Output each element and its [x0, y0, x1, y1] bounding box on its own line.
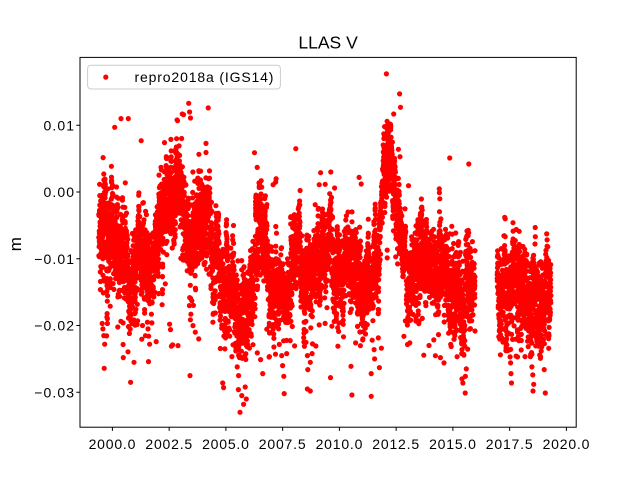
svg-text:2012.5: 2012.5 [372, 436, 420, 452]
svg-text:2015.0: 2015.0 [429, 436, 477, 452]
svg-text:m: m [6, 237, 25, 251]
svg-text:0.00: 0.00 [44, 184, 76, 200]
svg-text:2002.5: 2002.5 [145, 436, 193, 452]
svg-text:0.01: 0.01 [44, 117, 76, 133]
svg-text:−0.01: −0.01 [34, 251, 75, 267]
svg-text:2020.0: 2020.0 [543, 436, 591, 452]
svg-text:2017.5: 2017.5 [486, 436, 534, 452]
svg-text:LLAS V: LLAS V [298, 33, 358, 53]
svg-text:2010.0: 2010.0 [316, 436, 364, 452]
svg-text:2000.0: 2000.0 [89, 436, 137, 452]
svg-text:−0.02: −0.02 [34, 318, 75, 334]
svg-text:−0.03: −0.03 [34, 384, 75, 400]
svg-text:2005.0: 2005.0 [202, 436, 250, 452]
svg-text:repro2018a (IGS14): repro2018a (IGS14) [135, 69, 275, 85]
svg-text:2007.5: 2007.5 [259, 436, 307, 452]
